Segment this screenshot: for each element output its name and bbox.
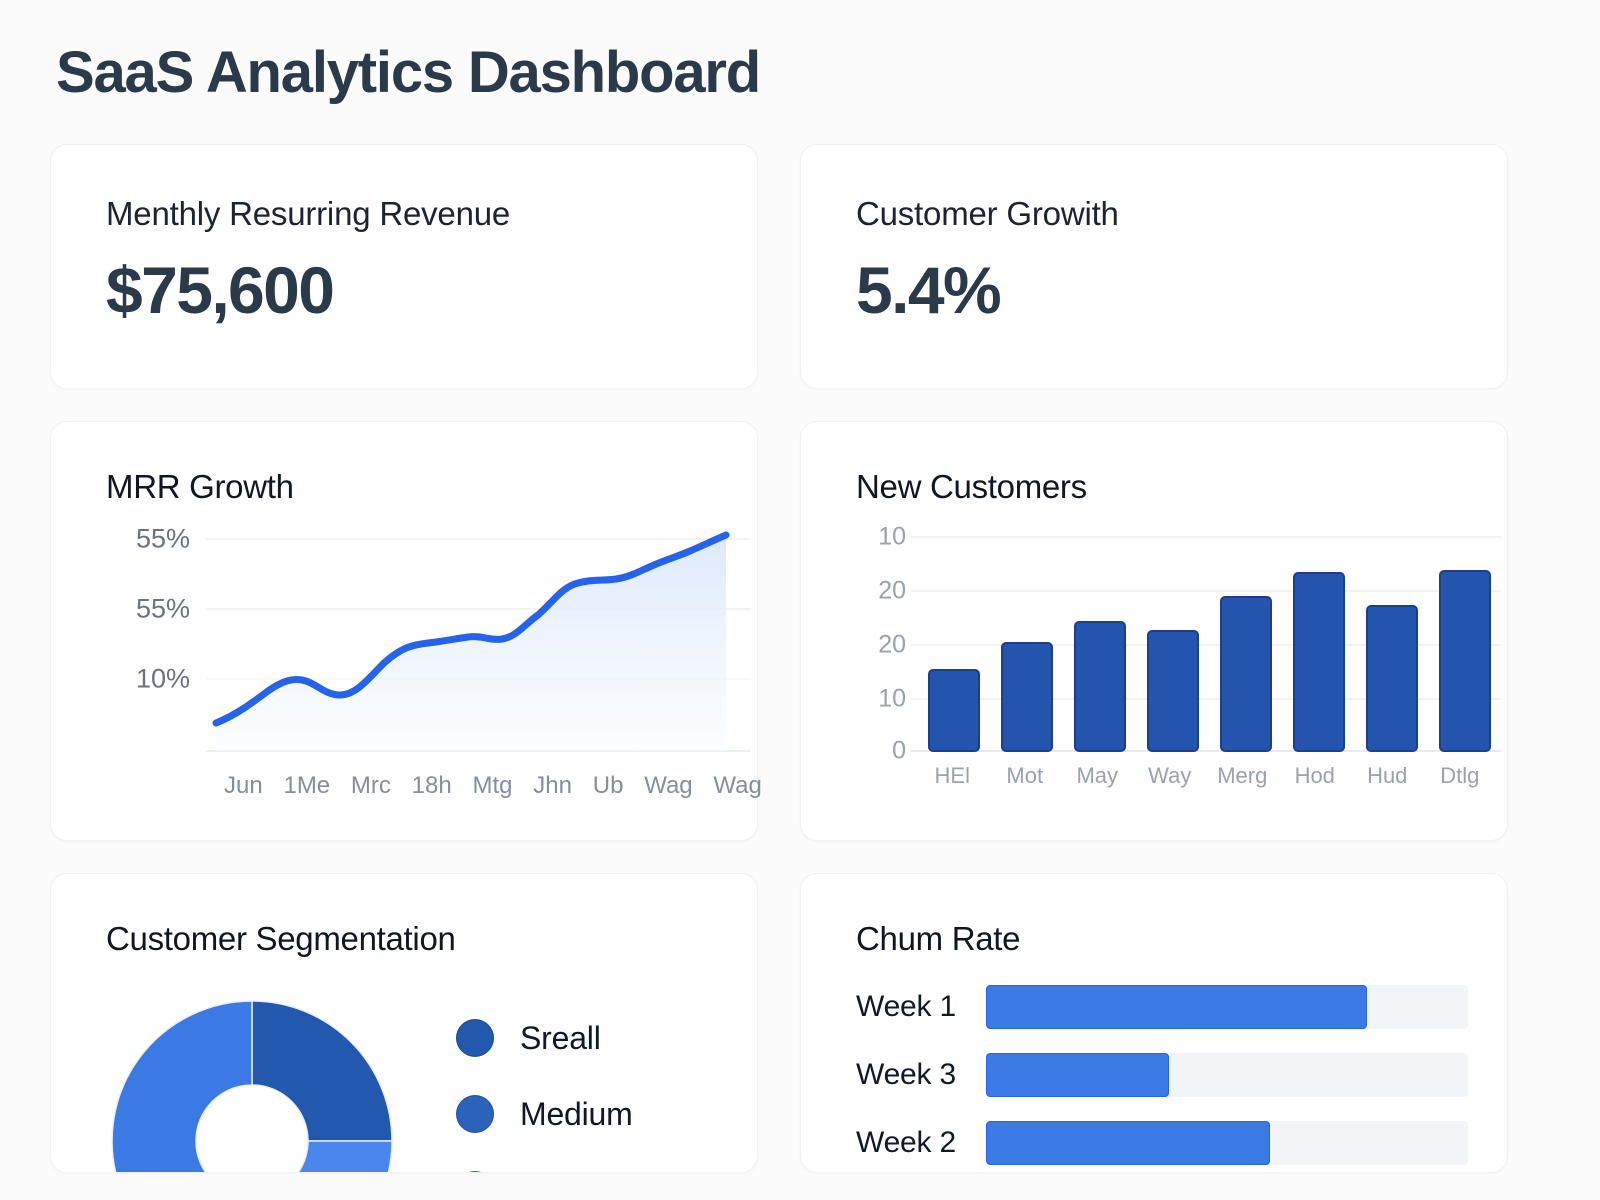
donut-chart	[111, 1000, 393, 1172]
bar-x-axis: HEl Mot May Way Merg Hod Hud Dtlg	[916, 763, 1496, 789]
mrr-ytick-0: 55%	[135, 523, 190, 554]
mrr-xtick-6: Ub	[592, 772, 624, 799]
card-mrr-growth: MRR Growth 55% 55% 10%	[50, 421, 762, 841]
mrr-ytick-1: 55%	[135, 593, 190, 624]
bar-ytick-0: 10	[878, 522, 906, 551]
bar-xtick-3: Way	[1148, 763, 1192, 788]
bar-item	[1439, 570, 1491, 752]
bar-ytick-3: 10	[878, 684, 906, 713]
legend-color-dot-icon	[456, 1019, 494, 1057]
churn-bar-track	[986, 1121, 1468, 1165]
churn-row: Week 2	[856, 1121, 1468, 1165]
segmentation-legend: Sreall Medium L	[456, 1019, 633, 1173]
bar-item	[1074, 621, 1126, 752]
mrr-xtick-0: Jun	[224, 772, 263, 799]
dashboard-grid: Menthly Resurring Revenue $75,600 Custom…	[50, 144, 1550, 1173]
card-customer-segmentation: Customer Segmentation	[50, 873, 758, 1173]
mrr-xtick-1: 1Me	[283, 772, 331, 799]
kpi-value-customer-growth: 5.4%	[856, 253, 1002, 327]
bar-ytick-1: 20	[878, 576, 906, 605]
mrr-ytick-2: 10%	[135, 663, 190, 694]
legend-item[interactable]: L	[456, 1171, 633, 1173]
mrr-xtick-7: Wag	[644, 772, 693, 799]
bar-y-axis: 10 20 20 10 0	[856, 523, 906, 765]
mrr-x-axis: Jun 1Me Mrc 18h Mtg Jhn Ub Wag Wag	[224, 772, 762, 800]
mrr-line	[212, 531, 730, 727]
mrr-xtick-4: Mtg	[472, 772, 513, 799]
churn-bar-track	[986, 1053, 1468, 1097]
bar-xtick-4: Merg	[1217, 763, 1268, 788]
card-title-churn-rate: Chum Rate	[856, 920, 1021, 957]
churn-row-label: Week 3	[856, 1058, 956, 1091]
bar-xtick-6: Hud	[1367, 763, 1408, 788]
churn-bar-list: Week 1 Week 3 Week 2	[856, 985, 1468, 1165]
mrr-growth-plot	[206, 531, 751, 752]
card-new-customers: New Customers 10 20 20 10 0	[800, 421, 1508, 841]
legend-item[interactable]: Medium	[456, 1095, 633, 1133]
churn-row-label: Week 1	[856, 990, 956, 1023]
churn-bar-fill	[986, 985, 1367, 1029]
churn-bar-fill	[986, 1121, 1271, 1165]
kpi-card-mrr: Menthly Resurring Revenue $75,600	[50, 144, 758, 389]
bar-ytick-4: 0	[892, 736, 906, 765]
bar-item	[1001, 642, 1053, 752]
bar-item	[1147, 630, 1199, 752]
mrr-xtick-3: 18h	[411, 772, 452, 799]
mrr-xtick-8: Wag	[713, 772, 762, 799]
bar-xtick-7: Dtlg	[1440, 763, 1480, 788]
legend-color-dot-icon	[456, 1095, 494, 1133]
bar-xtick-2: May	[1076, 763, 1119, 788]
kpi-label-mrr: Menthly Resurring Revenue	[106, 195, 511, 232]
legend-label: Sreall	[520, 1019, 601, 1056]
churn-row: Week 1	[856, 985, 1468, 1029]
churn-row: Week 3	[856, 1053, 1468, 1097]
card-title-mrr-growth: MRR Growth	[106, 468, 294, 505]
legend-color-dot-icon	[456, 1171, 494, 1172]
bar-item	[1220, 596, 1272, 752]
bar-xtick-0: HEl	[934, 763, 970, 788]
churn-bar-fill	[986, 1053, 1170, 1097]
bar-item	[1293, 572, 1345, 752]
mrr-xtick-5: Jhn	[533, 772, 572, 799]
kpi-label-customer-growth: Customer Growith	[856, 195, 1119, 232]
card-title-new-customers: New Customers	[856, 468, 1087, 505]
card-title-customer-segmentation: Customer Segmentation	[106, 920, 456, 957]
segmentation-chart: Sreall Medium L	[106, 981, 757, 1173]
bar-item	[928, 669, 980, 752]
donut-slice-medium	[111, 1000, 253, 1172]
card-churn-rate: Chum Rate Week 1 Week 3 Week 2	[800, 873, 1508, 1173]
bar-ytick-2: 20	[878, 630, 906, 659]
new-customers-chart: 10 20 20 10 0	[856, 523, 1507, 827]
legend-item[interactable]: Sreall	[456, 1019, 633, 1057]
kpi-value-mrr: $75,600	[106, 253, 335, 327]
churn-bar-track	[986, 985, 1468, 1029]
bar-item	[1366, 605, 1418, 752]
mrr-growth-chart: 55% 55% 10%	[106, 523, 762, 827]
mrr-y-axis: 55% 55% 10%	[106, 523, 196, 752]
donut-slice-sreall	[251, 1000, 393, 1142]
page-title: SaaS Analytics Dashboard	[56, 40, 761, 105]
bar-xtick-1: Mot	[1006, 763, 1044, 788]
donut-slice-large	[297, 1140, 393, 1172]
new-customers-plot	[911, 536, 1501, 752]
mrr-xtick-2: Mrc	[350, 772, 391, 799]
churn-row-label: Week 2	[856, 1126, 956, 1159]
legend-label: L	[520, 1172, 538, 1173]
bar-xtick-5: Hod	[1294, 763, 1335, 788]
legend-label: Medium	[520, 1095, 633, 1132]
kpi-card-customer-growth: Customer Growith 5.4%	[800, 144, 1508, 389]
